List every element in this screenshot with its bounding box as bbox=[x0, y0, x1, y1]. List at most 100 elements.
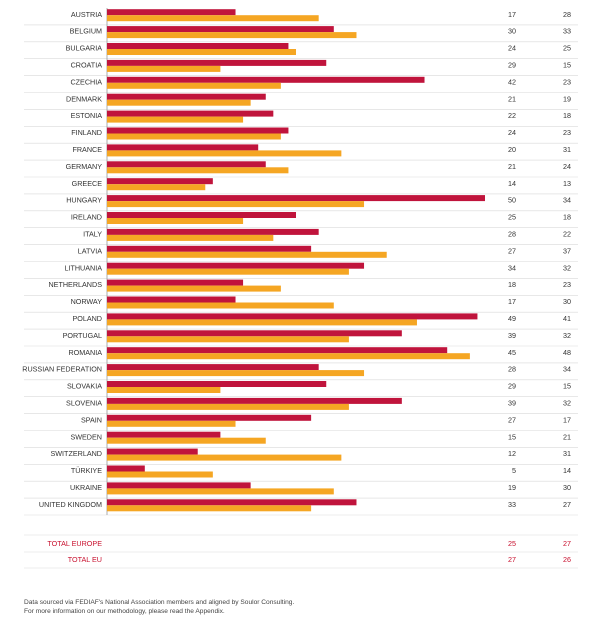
category-label: SLOVAKIA bbox=[67, 382, 102, 391]
value-label-a: 34 bbox=[508, 263, 516, 272]
bar-series-a bbox=[107, 330, 402, 337]
value-label-a: 21 bbox=[508, 162, 516, 171]
total-value-b: 26 bbox=[563, 555, 571, 564]
value-label-a: 50 bbox=[508, 196, 516, 205]
bar-series-a bbox=[107, 161, 266, 168]
category-label: SPAIN bbox=[81, 415, 102, 424]
value-label-a: 39 bbox=[508, 331, 516, 340]
category-label: NORWAY bbox=[71, 297, 103, 306]
bar-series-a bbox=[107, 43, 289, 49]
value-label-b: 22 bbox=[563, 230, 571, 239]
value-label-b: 32 bbox=[563, 399, 571, 408]
category-label: SLOVENIA bbox=[66, 399, 102, 408]
bar-series-b bbox=[107, 488, 334, 495]
value-label-a: 17 bbox=[508, 10, 516, 19]
value-label-a: 33 bbox=[508, 500, 516, 509]
value-label-a: 27 bbox=[508, 415, 516, 424]
value-label-a: 28 bbox=[508, 365, 516, 374]
value-label-a: 19 bbox=[508, 483, 516, 492]
value-label-b: 14 bbox=[563, 466, 571, 475]
bar-series-b bbox=[107, 302, 334, 309]
category-label: ITALY bbox=[83, 230, 102, 239]
value-label-b: 15 bbox=[563, 382, 571, 391]
value-label-b: 33 bbox=[563, 27, 571, 36]
bar-series-b bbox=[107, 201, 365, 208]
value-label-a: 42 bbox=[508, 77, 516, 86]
bar-series-b bbox=[107, 454, 342, 461]
bar-series-b bbox=[107, 32, 357, 39]
bar-series-a bbox=[107, 178, 213, 185]
category-label: BULGARIA bbox=[66, 44, 103, 53]
value-label-a: 28 bbox=[508, 230, 516, 239]
bar-series-a bbox=[107, 448, 198, 455]
value-label-b: 13 bbox=[563, 179, 571, 188]
bar-chart: AUSTRIA 17 28 BELGIUM 30 33 BULGARIA 24 25 CROATI… bbox=[22, 8, 578, 569]
value-label-b: 23 bbox=[563, 280, 571, 289]
bar-series-b bbox=[107, 285, 281, 292]
category-label: IRELAND bbox=[71, 213, 102, 222]
category-label: GERMANY bbox=[66, 162, 103, 171]
value-label-b: 30 bbox=[563, 297, 571, 306]
category-label: AUSTRIA bbox=[71, 10, 102, 19]
bar-series-a bbox=[107, 144, 259, 151]
value-label-b: 41 bbox=[563, 314, 571, 323]
bar-series-b bbox=[107, 336, 349, 343]
category-label: PORTUGAL bbox=[63, 331, 102, 340]
value-label-a: 12 bbox=[508, 449, 516, 458]
value-label-a: 25 bbox=[508, 213, 516, 222]
value-label-a: 22 bbox=[508, 111, 516, 120]
value-label-a: 20 bbox=[508, 145, 516, 154]
value-label-b: 37 bbox=[563, 246, 571, 255]
bar-series-b bbox=[107, 319, 417, 326]
total-value-b: 27 bbox=[563, 539, 571, 548]
category-label: FRANCE bbox=[72, 145, 102, 154]
bar-series-b bbox=[107, 268, 349, 275]
category-label: SWITZERLAND bbox=[50, 449, 102, 458]
value-label-b: 34 bbox=[563, 196, 571, 205]
value-label-b: 23 bbox=[563, 77, 571, 86]
bar-series-a bbox=[107, 499, 357, 506]
value-label-a: 27 bbox=[508, 246, 516, 255]
bar-series-b bbox=[107, 387, 221, 393]
category-label: NETHERLANDS bbox=[48, 280, 102, 289]
category-label: UKRAINE bbox=[70, 483, 102, 492]
value-label-a: 45 bbox=[508, 348, 516, 357]
bar-series-a bbox=[107, 76, 425, 83]
value-label-a: 14 bbox=[508, 179, 516, 188]
value-label-a: 30 bbox=[508, 27, 516, 36]
total-label: TOTAL EU bbox=[68, 555, 102, 564]
bar-series-b bbox=[107, 218, 244, 224]
category-label: BELGIUM bbox=[70, 27, 102, 36]
bar-series-b bbox=[107, 184, 206, 191]
footer-source: Data sourced via FEDIAF's National Assoc… bbox=[24, 599, 295, 606]
value-label-b: 32 bbox=[563, 263, 571, 272]
value-label-b: 15 bbox=[563, 61, 571, 70]
bar-series-a bbox=[107, 397, 402, 404]
bar-series-b bbox=[107, 167, 289, 174]
value-label-a: 21 bbox=[508, 94, 516, 103]
bar-series-b bbox=[107, 82, 281, 89]
total-value-a: 25 bbox=[508, 539, 516, 548]
value-label-a: 17 bbox=[508, 297, 516, 306]
category-label: RUSSIAN FEDERATION bbox=[22, 365, 102, 374]
bar-series-b bbox=[107, 420, 236, 427]
category-label: SWEDEN bbox=[70, 432, 102, 441]
value-label-b: 48 bbox=[563, 348, 571, 357]
value-label-b: 17 bbox=[563, 415, 571, 424]
bar-series-a bbox=[107, 245, 312, 252]
bar-series-b bbox=[107, 437, 266, 444]
category-label: POLAND bbox=[72, 314, 102, 323]
value-label-b: 30 bbox=[563, 483, 571, 492]
bar-series-a bbox=[107, 313, 478, 320]
bar-series-a bbox=[107, 9, 236, 16]
bar-series-b bbox=[107, 403, 349, 410]
value-label-b: 21 bbox=[563, 432, 571, 441]
bar-series-a bbox=[107, 212, 296, 218]
category-label: ROMANIA bbox=[68, 348, 102, 357]
bar-series-b bbox=[107, 353, 470, 360]
value-label-b: 31 bbox=[563, 145, 571, 154]
value-label-b: 31 bbox=[563, 449, 571, 458]
bar-series-b bbox=[107, 116, 244, 123]
bar-series-a bbox=[107, 93, 266, 100]
value-label-a: 39 bbox=[508, 399, 516, 408]
